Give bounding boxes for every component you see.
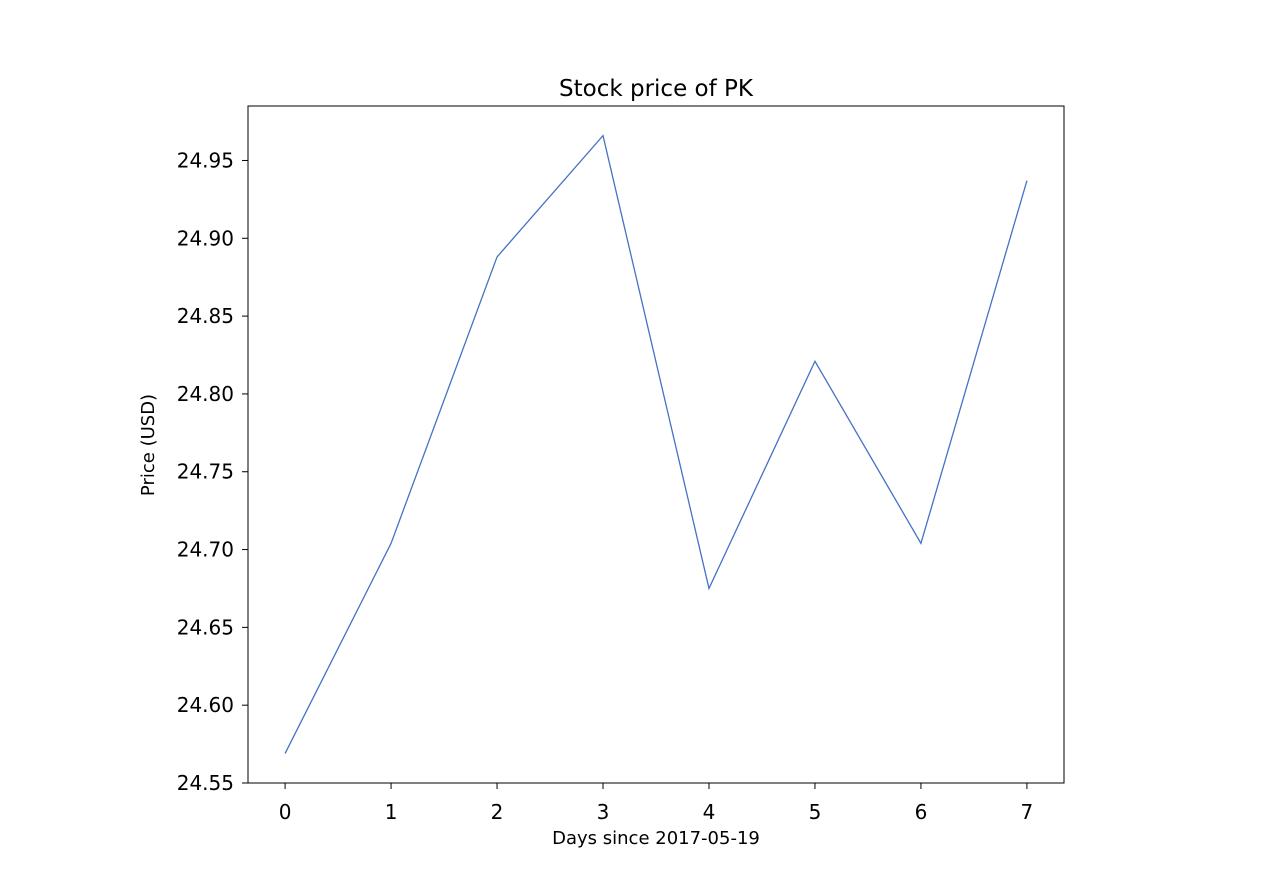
plot-area — [247, 105, 1065, 784]
data-point — [920, 543, 921, 544]
y-tick-label: 24.90 — [177, 226, 234, 250]
y-tick-label: 24.70 — [177, 538, 234, 562]
data-point — [285, 753, 286, 754]
data-point — [391, 543, 392, 544]
x-tick-label: 3 — [597, 800, 610, 824]
x-tick-label: 4 — [703, 800, 716, 824]
y-tick-label: 24.65 — [177, 615, 234, 639]
x-axis-label: Days since 2017-05-19 — [552, 828, 760, 849]
x-tick-label: 1 — [385, 800, 398, 824]
y-axis-label: Price (USD) — [138, 394, 159, 496]
data-point — [1026, 180, 1027, 181]
x-tick-label: 6 — [915, 800, 928, 824]
y-axis: 24.55 24.60 24.65 24.70 24.75 24.80 24.85 24.90… — [177, 148, 248, 795]
x-tick-label: 5 — [809, 800, 822, 824]
chart-title: Stock price of PK — [559, 76, 754, 102]
series-group — [284, 134, 1028, 754]
x-axis: 0 1 2 3 4 5 6 7 — [279, 783, 1034, 824]
y-tick-label: 24.95 — [177, 148, 234, 172]
y-tick-label: 24.55 — [177, 771, 234, 795]
x-tick-label: 2 — [491, 800, 504, 824]
series-line — [284, 134, 1028, 754]
y-tick-label: 24.80 — [177, 382, 234, 406]
data-point — [814, 361, 815, 362]
x-tick-label: 0 — [279, 800, 292, 824]
data-point — [497, 256, 498, 257]
y-tick-label: 24.60 — [177, 693, 234, 717]
data-point — [708, 588, 709, 589]
x-tick-label: 7 — [1021, 800, 1034, 824]
data-point — [603, 135, 604, 136]
y-tick-label: 24.75 — [177, 460, 234, 484]
y-tick-label: 24.85 — [177, 304, 234, 328]
